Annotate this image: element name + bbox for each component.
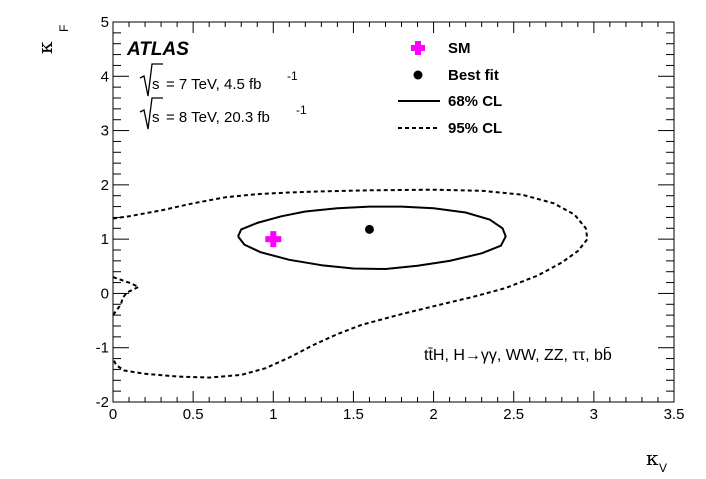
- y-axis-title-main: κ: [33, 41, 57, 54]
- y-tick-label: 2: [101, 177, 109, 194]
- x-tick-label: 2.5: [503, 406, 524, 423]
- contour-68cl-line: [237, 205, 507, 270]
- x-tick-label: 3.5: [664, 406, 685, 423]
- contour-95cl-line-1: [112, 188, 589, 379]
- energy-line-2-sup: -1: [296, 103, 307, 117]
- sqrt-sign-icon: [139, 63, 163, 97]
- plot-frame: [112, 21, 675, 403]
- energy-line-1-text: = 7 TeV, 4.5 fb: [166, 76, 262, 93]
- x-tick-label: 0: [109, 406, 117, 423]
- legend-sm-marker: [411, 41, 425, 55]
- y-tick-label: 1: [101, 231, 109, 248]
- legend-68-label: 68% CL: [448, 93, 502, 110]
- energy-line-1-sup: -1: [287, 69, 298, 83]
- markers: [265, 224, 374, 248]
- y-tick-label: 5: [101, 14, 109, 31]
- legend: SM Best fit 68% CL 95% CL: [398, 40, 502, 137]
- legend-best-fit-label: Best fit: [448, 67, 499, 84]
- x-tick-label: 2: [429, 406, 437, 423]
- contours: [112, 188, 589, 379]
- channels-annotation: tt̄H, H→γγ, WW, ZZ, ττ, bb̄: [424, 347, 612, 364]
- legend-95-label: 95% CL: [448, 120, 502, 137]
- x-axis-title-main: κ: [646, 446, 659, 470]
- y-axis-title-sub: F: [57, 25, 71, 32]
- x-tick-label: 1: [269, 406, 277, 423]
- energy-line-2: s = 8 TeV, 20.3 fb -1: [139, 97, 307, 130]
- legend-sm-label: SM: [448, 40, 471, 57]
- best-fit-point-marker: [364, 224, 374, 234]
- y-axis-title: κ F: [33, 25, 71, 54]
- x-axis-tick-labels: 0 0.5 1 1.5 2 2.5 3 3.5: [109, 406, 685, 423]
- legend-best-fit-marker: [413, 70, 423, 80]
- x-axis-ticks: [112, 22, 675, 402]
- sm-point-marker: [265, 231, 282, 248]
- y-tick-label: 3: [101, 123, 109, 140]
- y-tick-label: -1: [96, 340, 109, 357]
- energy-line-1: s = 7 TeV, 4.5 fb -1: [139, 63, 298, 97]
- x-tick-label: 1.5: [343, 406, 364, 423]
- y-tick-label: 0: [101, 285, 109, 302]
- energy-line-1-s: s: [152, 76, 160, 93]
- energy-line-2-s: s: [152, 109, 160, 126]
- contour-95cl-line-2: [112, 276, 140, 316]
- y-tick-label: -2: [96, 394, 109, 411]
- y-tick-label: 4: [101, 68, 109, 85]
- x-tick-label: 0.5: [183, 406, 204, 423]
- sqrt-sign-icon: [139, 97, 163, 130]
- y-axis-tick-labels: -2 -1 0 1 2 3 4 5: [96, 14, 109, 411]
- energy-line-2-text: = 8 TeV, 20.3 fb: [166, 109, 270, 126]
- x-axis-title: κ V: [646, 446, 667, 475]
- x-tick-label: 3: [590, 406, 598, 423]
- atlas-label: ATLAS: [126, 39, 189, 60]
- x-axis-title-sub: V: [659, 461, 667, 475]
- y-axis-ticks: [113, 21, 674, 403]
